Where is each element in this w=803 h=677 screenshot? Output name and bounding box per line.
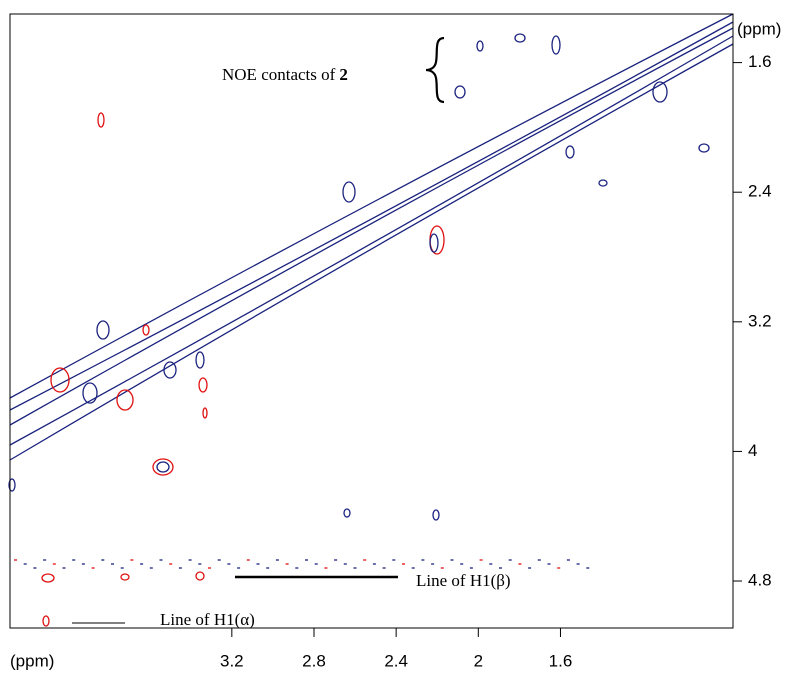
contour-blob: [8, 478, 16, 492]
annotation-bold: 2: [339, 65, 348, 84]
contour-blob: [432, 509, 440, 521]
contour-blob: [598, 179, 608, 187]
diagonal-contour: [9, 43, 734, 461]
y-tick-label: 4.8: [748, 571, 772, 590]
contour-blob: [120, 573, 130, 581]
contour-blob: [97, 112, 105, 128]
contour-blob: [42, 615, 50, 627]
contour-blob: [429, 233, 439, 253]
annotation: NOE contacts of 2: [222, 65, 348, 84]
contour-blob: [82, 382, 98, 404]
contour-blob: [195, 351, 205, 369]
contour-blob: [152, 458, 174, 476]
x-axis-label: (ppm): [10, 651, 54, 670]
contour-blob: [476, 40, 484, 52]
contour-blob: [50, 367, 70, 393]
x-tick-label: 1.6: [549, 651, 573, 670]
diagonal-contour: [9, 27, 734, 426]
y-tick-label: 4: [748, 441, 757, 460]
contour-blob: [514, 33, 526, 43]
annotation: Line of H1(β): [416, 571, 511, 590]
contour-blob: [142, 324, 150, 336]
contours: [8, 13, 734, 627]
contour-blob: [698, 143, 710, 153]
contour-blob: [202, 407, 208, 419]
contour-blob: [454, 85, 466, 99]
y-tick-label: 2.4: [748, 182, 772, 201]
contour-blob: [652, 81, 668, 103]
x-tick-label: 2: [474, 651, 483, 670]
x-tick-label: 2.8: [302, 651, 326, 670]
contour-blob: [96, 320, 110, 340]
contour-blob: [41, 573, 55, 583]
contour-blob: [195, 571, 205, 581]
y-tick-label: 3.2: [748, 311, 772, 330]
brace: [425, 36, 445, 104]
contour-blob: [565, 145, 575, 159]
contour-blob: [342, 181, 356, 203]
diagonal-contour: [9, 21, 734, 411]
x-tick-label: 3.2: [220, 651, 244, 670]
diagonal-contour: [9, 13, 734, 399]
plot-frame: [9, 13, 734, 629]
contour-blob: [163, 361, 177, 379]
diagonal-contour: [9, 35, 734, 446]
contour-blob: [551, 35, 561, 55]
y-axis-label: (ppm): [737, 19, 781, 38]
contour-blob: [198, 377, 208, 393]
contour-blob: [343, 508, 351, 518]
contour-blob: [116, 389, 134, 411]
x-tick-label: 2.4: [384, 651, 408, 670]
contour-blob: [156, 461, 170, 473]
annotation: Line of H1(α): [160, 610, 255, 629]
annotation-text: NOE contacts of: [222, 65, 336, 84]
y-tick-label: 1.6: [748, 52, 772, 71]
